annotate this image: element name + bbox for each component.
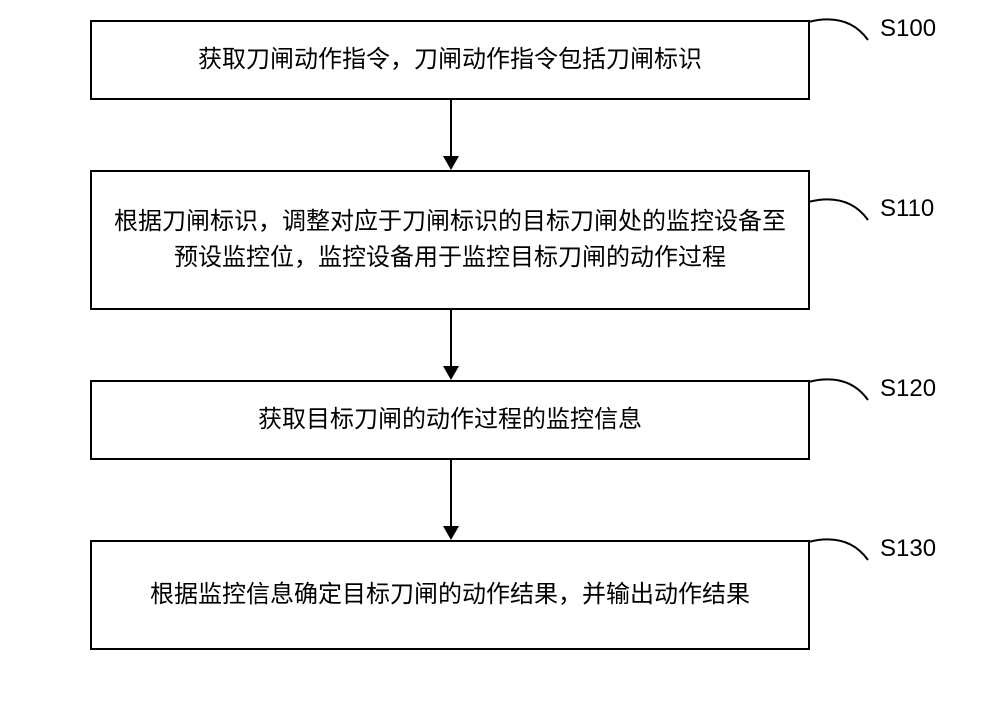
step-s110-text: 根据刀闸标识，调整对应于刀闸标识的目标刀闸处的监控设备至预设监控位，监控设备用于…: [112, 204, 788, 276]
arrow-s120-s130: [450, 460, 452, 538]
s120-connector: [808, 375, 883, 405]
step-s100-label: S100: [880, 15, 936, 43]
step-s100: 获取刀闸动作指令，刀闸动作指令包括刀闸标识: [90, 20, 810, 100]
arrow-s110-s120: [450, 310, 452, 378]
arrow-s100-s110: [450, 100, 452, 168]
step-s100-text: 获取刀闸动作指令，刀闸动作指令包括刀闸标识: [198, 42, 702, 78]
step-s130-text: 根据监控信息确定目标刀闸的动作结果，并输出动作结果: [150, 577, 750, 613]
step-s130: 根据监控信息确定目标刀闸的动作结果，并输出动作结果: [90, 540, 810, 650]
step-s110-label: S110: [880, 195, 934, 223]
step-s110: 根据刀闸标识，调整对应于刀闸标识的目标刀闸处的监控设备至预设监控位，监控设备用于…: [90, 170, 810, 310]
step-s130-label: S130: [880, 535, 936, 563]
step-s120-label: S120: [880, 375, 936, 403]
step-s120: 获取目标刀闸的动作过程的监控信息: [90, 380, 810, 460]
s130-connector: [808, 535, 883, 565]
flowchart-container: 获取刀闸动作指令，刀闸动作指令包括刀闸标识 S100 根据刀闸标识，调整对应于刀…: [0, 0, 1000, 707]
s100-connector: [808, 15, 883, 45]
s110-connector: [808, 195, 883, 225]
step-s120-text: 获取目标刀闸的动作过程的监控信息: [258, 402, 642, 438]
